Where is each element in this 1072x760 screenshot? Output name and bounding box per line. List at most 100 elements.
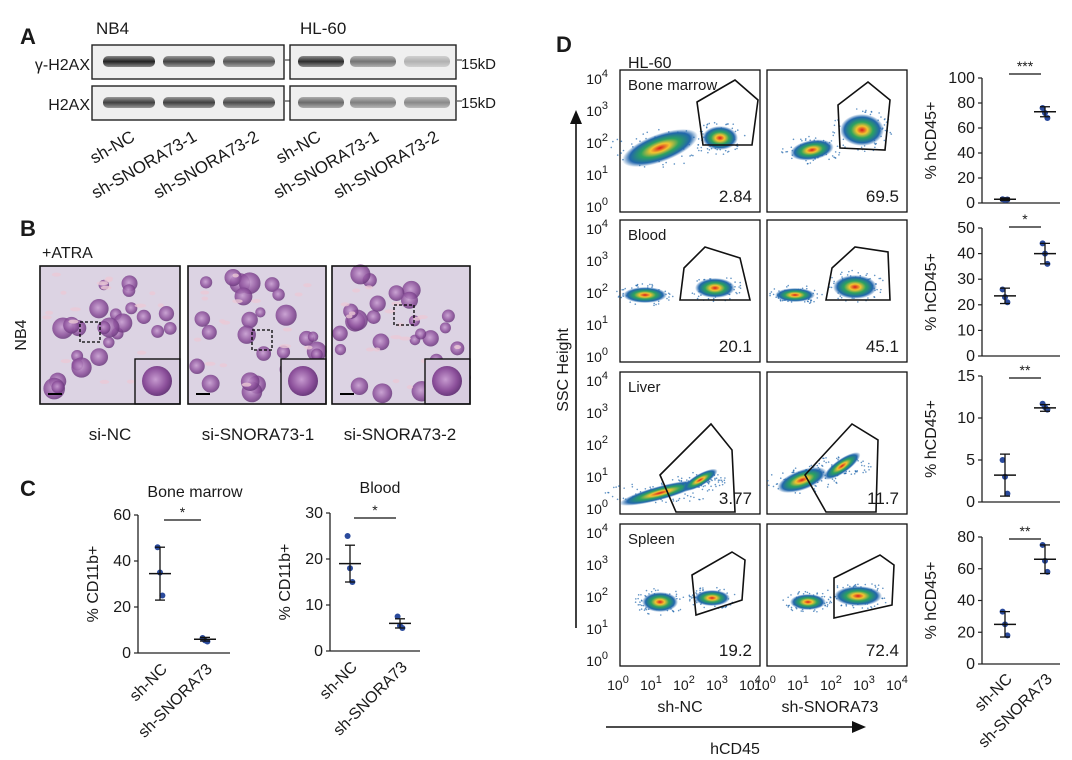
flow-event <box>653 587 655 590</box>
flow-event <box>688 594 691 597</box>
group-label-sh-snora73: sh-SNORA73 <box>782 699 879 716</box>
flow-event <box>710 485 712 488</box>
chart-title-blood: Blood <box>360 480 401 497</box>
zoom-region-box <box>251 329 273 351</box>
flow-event <box>827 589 829 592</box>
y-tick-label: 104 <box>586 522 608 541</box>
panel-b: B +ATRA NB4 si-NC si-SNORA73-1 si-SNORA7… <box>13 216 471 444</box>
red-blood-cell <box>352 288 361 293</box>
flow-event <box>790 594 792 596</box>
flow-event <box>715 477 718 480</box>
flow-event <box>877 584 880 586</box>
flow-event <box>671 295 674 298</box>
flow-event <box>840 296 843 299</box>
flow-event <box>708 480 711 483</box>
flow-event <box>717 481 720 483</box>
panel-label-b: B <box>20 216 36 241</box>
red-blood-cell <box>51 272 62 277</box>
tick-exponent: 4 <box>602 218 608 230</box>
flow-event <box>702 485 705 488</box>
tick-exponent: 1 <box>602 466 608 478</box>
flow-event <box>835 481 837 484</box>
flow-plot-frame <box>766 69 908 213</box>
flow-event <box>850 473 853 475</box>
flow-event <box>680 477 683 480</box>
flow-event <box>837 456 840 458</box>
flow-event <box>721 481 724 483</box>
flow-event <box>622 149 625 152</box>
flow-event <box>643 609 646 611</box>
cell <box>441 309 455 323</box>
flow-event <box>717 473 719 476</box>
flow-event <box>818 462 821 465</box>
cell <box>224 268 242 287</box>
category-label: sh-NC <box>127 661 171 705</box>
cell <box>422 330 439 347</box>
flow-event <box>830 601 833 604</box>
zoomed-cell <box>142 366 172 396</box>
flow-event <box>612 486 615 489</box>
flow-event <box>832 131 834 133</box>
flow-event <box>769 292 771 295</box>
flow-event <box>842 586 844 589</box>
flow-event <box>635 284 637 287</box>
flow-event <box>855 108 858 110</box>
flow-event <box>800 610 803 612</box>
cell <box>201 324 217 340</box>
flow-event <box>683 162 685 165</box>
flow-event <box>704 484 706 487</box>
red-blood-cell <box>303 283 312 288</box>
flow-density-cluster <box>833 275 877 299</box>
flow-event <box>826 605 829 608</box>
tick-exponent: 3 <box>602 100 608 112</box>
flow-event <box>699 587 702 589</box>
y-tick-label: 50 <box>957 220 975 237</box>
red-blood-cell <box>373 347 381 352</box>
flow-event <box>644 608 647 610</box>
flow-event <box>712 300 715 303</box>
red-blood-cell <box>282 327 293 332</box>
category-label: sh-NC <box>317 659 361 703</box>
flow-event <box>816 293 819 295</box>
cell <box>201 374 220 393</box>
flow-event <box>794 467 797 469</box>
flow-event <box>816 297 819 299</box>
red-blood-cell <box>100 285 112 290</box>
flow-event <box>711 489 714 491</box>
flow-event <box>631 483 633 486</box>
y-tick-label: 80 <box>957 95 975 112</box>
gate-value: 69.5 <box>866 187 899 206</box>
flow-event <box>772 485 775 488</box>
flow-density-cluster <box>682 468 718 492</box>
flow-event <box>620 296 623 299</box>
flow-event <box>616 154 619 156</box>
flow-event <box>832 134 835 137</box>
flow-event <box>612 140 614 143</box>
panel-c: C Bone marrow Blood 0 20 40 60 % CD11b+ * sh-N… <box>20 476 420 741</box>
flow-event <box>816 470 819 472</box>
flow-event <box>776 483 779 485</box>
flow-event <box>706 490 709 492</box>
flow-event <box>857 301 859 303</box>
flow-event <box>683 497 685 500</box>
flow-event <box>870 111 873 113</box>
flow-event <box>868 468 870 471</box>
flow-event <box>677 475 679 478</box>
flow-event <box>819 471 822 474</box>
flow-event <box>643 166 646 168</box>
cell <box>400 291 418 309</box>
flow-event <box>654 589 657 592</box>
flow-event <box>652 486 654 488</box>
flow-event <box>620 140 623 143</box>
significance-marker: ** <box>1020 523 1031 539</box>
red-blood-cell <box>406 385 413 390</box>
flow-event <box>724 606 727 609</box>
y-tick-label: 20 <box>957 624 975 641</box>
flow-event <box>870 465 872 468</box>
blot-band <box>223 97 275 108</box>
cell-line-label-b: NB4 <box>13 319 30 350</box>
flow-event <box>838 154 840 156</box>
flow-event <box>864 111 867 113</box>
flow-event <box>874 584 876 587</box>
